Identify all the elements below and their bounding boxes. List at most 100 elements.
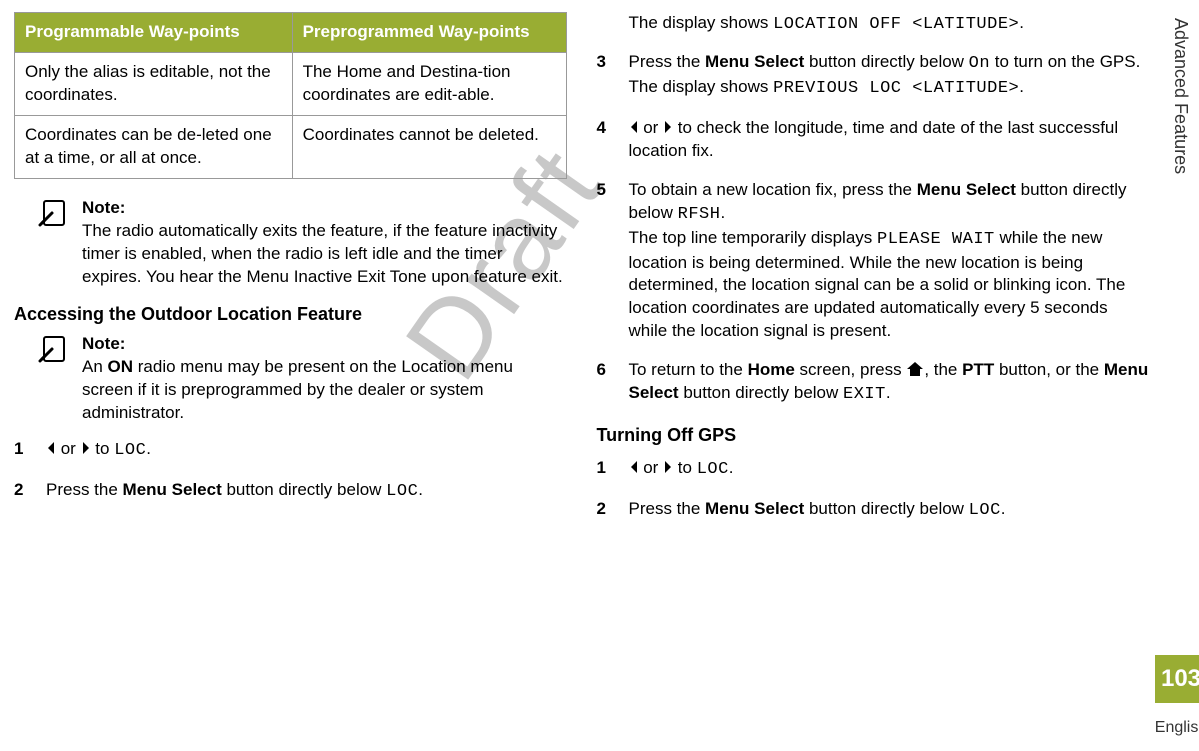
steps-list: 3 Press the Menu Select button directly … xyxy=(597,51,1150,407)
right-arrow-icon xyxy=(81,441,91,455)
step-text: to xyxy=(91,439,115,458)
left-arrow-icon xyxy=(629,460,639,474)
waypoints-table: Programmable Way-points Preprogrammed Wa… xyxy=(14,12,567,179)
step-text: to xyxy=(673,458,697,477)
step-text: Press the xyxy=(629,52,706,71)
side-tab: Advanced Features 103 English xyxy=(1163,0,1199,751)
bold-text: Menu Select xyxy=(917,180,1016,199)
step-text: , the xyxy=(924,360,962,379)
steps-list: 1 or to LOC. 2 Press the Menu Select but… xyxy=(14,438,567,504)
code-text: LOC xyxy=(114,441,146,460)
step-number: 1 xyxy=(597,457,615,480)
right-column: The display shows LOCATION OFF <LATITUDE… xyxy=(597,12,1150,751)
step-text: button directly below xyxy=(804,499,968,518)
note-title: Note: xyxy=(82,334,125,353)
code-text: PREVIOUS LOC <LATITUDE> xyxy=(773,79,1019,98)
step-text: . xyxy=(146,439,151,458)
step-text: . xyxy=(886,383,891,402)
step-text: Press the xyxy=(46,480,123,499)
step-body: Press the Menu Select button directly be… xyxy=(629,51,1150,101)
section-label: Advanced Features xyxy=(1169,18,1193,174)
note-body: Note: An ON radio menu may be present on… xyxy=(82,333,567,425)
note-text: The radio automatically exits the featur… xyxy=(82,221,563,286)
step-item: 6 To return to the Home screen, press , … xyxy=(597,359,1150,407)
code-text: EXIT xyxy=(843,385,886,404)
step-text: or xyxy=(56,439,81,458)
section-heading: Accessing the Outdoor Location Feature xyxy=(14,302,567,326)
step-text: . xyxy=(1019,13,1024,32)
step-text: or xyxy=(639,458,664,477)
table-cell: Coordinates cannot be deleted. xyxy=(292,115,566,178)
note-title: Note: xyxy=(82,198,125,217)
step-item: 1 or to LOC. xyxy=(597,457,1150,482)
table-header: Programmable Way-points xyxy=(15,13,293,53)
note-icon xyxy=(38,197,70,229)
note-text: radio menu may be present on the Locatio… xyxy=(82,357,513,422)
step-text: Press the xyxy=(629,499,706,518)
table-cell: Only the alias is editable, not the coor… xyxy=(15,52,293,115)
table-header: Preprogrammed Way-points xyxy=(292,13,566,53)
note-body: Note: The radio automatically exits the … xyxy=(82,197,567,289)
section-heading: Turning Off GPS xyxy=(597,423,1150,447)
step-item: 1 or to LOC. xyxy=(14,438,567,463)
step-number: 6 xyxy=(597,359,615,382)
step-text: The display shows xyxy=(629,13,774,32)
left-column: Programmable Way-points Preprogrammed Wa… xyxy=(14,12,567,751)
step-item: 5 To obtain a new location fix, press th… xyxy=(597,179,1150,344)
step-item: 4 or to check the longitude, time and da… xyxy=(597,117,1150,163)
step-continuation: The display shows LOCATION OFF <LATITUDE… xyxy=(629,12,1150,37)
note-text: An xyxy=(82,357,108,376)
step-body: Press the Menu Select button directly be… xyxy=(46,479,567,504)
code-text: LOC xyxy=(386,482,418,501)
content-columns: Programmable Way-points Preprogrammed Wa… xyxy=(0,0,1163,751)
bold-text: Home xyxy=(748,360,795,379)
step-number: 2 xyxy=(597,498,615,521)
language-label: English xyxy=(1155,717,1199,739)
note-icon xyxy=(38,333,70,365)
page-number: 103 xyxy=(1155,655,1199,703)
step-text: button directly below xyxy=(804,52,968,71)
bold-text: PTT xyxy=(962,360,994,379)
home-icon xyxy=(906,361,924,377)
table-cell: The Home and Destina-tion coordinates ar… xyxy=(292,52,566,115)
step-text: . xyxy=(418,480,423,499)
step-body: or to check the longitude, time and date… xyxy=(629,117,1150,163)
left-arrow-icon xyxy=(46,441,56,455)
step-text: . xyxy=(729,458,734,477)
step-body: To return to the Home screen, press , th… xyxy=(629,359,1150,407)
side-tab-bottom: 103 English xyxy=(1155,655,1199,739)
step-text: or xyxy=(639,118,664,137)
step-number: 2 xyxy=(14,479,32,502)
right-arrow-icon xyxy=(663,460,673,474)
step-number: 5 xyxy=(597,179,615,202)
note-block: Note: An ON radio menu may be present on… xyxy=(38,333,567,425)
step-text: to check the longitude, time and date of… xyxy=(629,118,1119,160)
step-text: To obtain a new location fix, press the xyxy=(629,180,917,199)
right-arrow-icon xyxy=(663,120,673,134)
step-text: . xyxy=(720,203,725,222)
note-block: Note: The radio automatically exits the … xyxy=(38,197,567,289)
step-body: or to LOC. xyxy=(46,438,567,463)
code-text: PLEASE WAIT xyxy=(877,230,995,249)
step-text: The display shows xyxy=(629,77,774,96)
step-number: 1 xyxy=(14,438,32,461)
step-item: 2 Press the Menu Select button directly … xyxy=(597,498,1150,523)
bold-text: Menu Select xyxy=(705,52,804,71)
step-number: 3 xyxy=(597,51,615,74)
bold-text: ON xyxy=(108,357,134,376)
left-arrow-icon xyxy=(629,120,639,134)
step-text: . xyxy=(1019,77,1024,96)
step-body: Press the Menu Select button directly be… xyxy=(629,498,1150,523)
step-body: or to LOC. xyxy=(629,457,1150,482)
bold-text: Menu Select xyxy=(705,499,804,518)
steps-list: 1 or to LOC. 2 Press the Menu Select but… xyxy=(597,457,1150,523)
table-cell: Coordinates can be de-leted one at a tim… xyxy=(15,115,293,178)
step-item: 3 Press the Menu Select button directly … xyxy=(597,51,1150,101)
step-item: 2 Press the Menu Select button directly … xyxy=(14,479,567,504)
code-text: LOCATION OFF <LATITUDE> xyxy=(773,15,1019,34)
step-body: To obtain a new location fix, press the … xyxy=(629,179,1150,344)
step-text: to turn on the GPS. xyxy=(990,52,1140,71)
step-text: button directly below xyxy=(222,480,386,499)
bold-text: Menu Select xyxy=(123,480,222,499)
step-number: 4 xyxy=(597,117,615,140)
